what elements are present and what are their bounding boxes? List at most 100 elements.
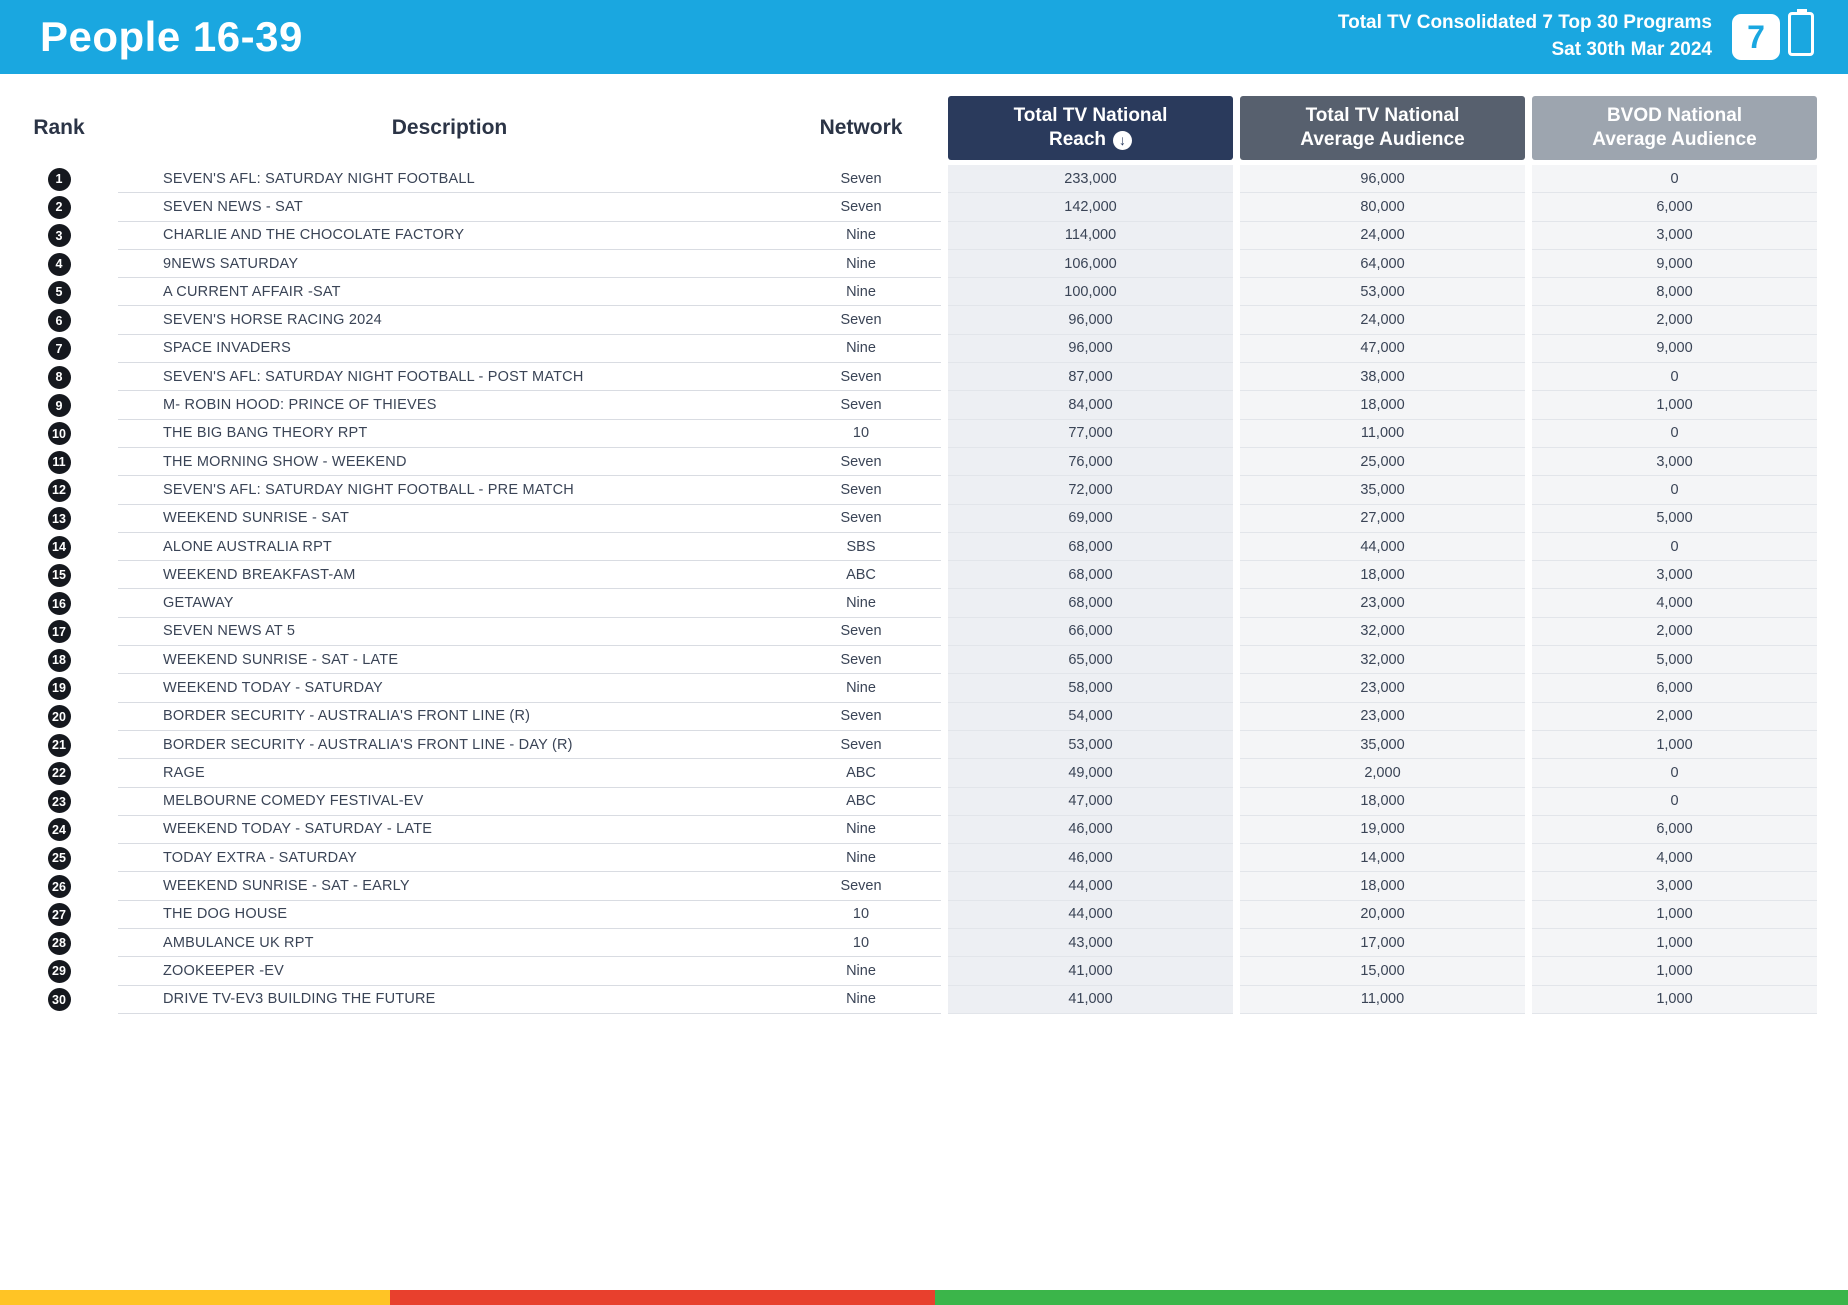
network-column-header: Network bbox=[819, 116, 903, 139]
description-cell: GETAWAY bbox=[118, 589, 781, 618]
avg-audience-cell: 2,000 bbox=[1240, 759, 1525, 788]
reach-column-header[interactable]: Total TV National Reach ↓ bbox=[948, 96, 1233, 160]
reach-cell: 106,000 bbox=[948, 249, 1233, 279]
network-cell: Seven bbox=[781, 872, 941, 901]
avg-audience-cell: 24,000 bbox=[1240, 306, 1525, 335]
network-cell: 10 bbox=[781, 420, 941, 448]
description-cell: THE MORNING SHOW - WEEKEND bbox=[118, 448, 781, 477]
network-cell: Nine bbox=[781, 986, 941, 1014]
reach-cell: 58,000 bbox=[948, 674, 1233, 703]
reach-cell: 68,000 bbox=[948, 561, 1233, 590]
description-cell: SEVEN'S AFL: SATURDAY NIGHT FOOTBALL bbox=[118, 165, 781, 194]
rank-cell: 2 bbox=[0, 193, 118, 221]
description-cell: 9NEWS SATURDAY bbox=[118, 250, 781, 279]
bvod-audience-cell: 6,000 bbox=[1532, 815, 1817, 845]
table-row: 16 GETAWAY Nine 68,000 23,000 4,000 bbox=[0, 589, 1817, 618]
bvod-audience-cell: 4,000 bbox=[1532, 844, 1817, 873]
bvod-audience-cell: 1,000 bbox=[1532, 929, 1817, 958]
rank-cell: 7 bbox=[0, 335, 118, 363]
bvod-audience-cell: 5,000 bbox=[1532, 646, 1817, 675]
network-cell: Seven bbox=[781, 448, 941, 477]
rank-cell: 13 bbox=[0, 505, 118, 533]
avg-header-line2: Average Audience bbox=[1300, 129, 1465, 150]
bvod-audience-cell: 0 bbox=[1532, 165, 1817, 194]
network-cell: 10 bbox=[781, 901, 941, 930]
reach-cell: 44,000 bbox=[948, 872, 1233, 901]
reach-header-line2: Reach bbox=[1048, 129, 1107, 150]
reach-cell: 114,000 bbox=[948, 221, 1233, 250]
table-row: 29 ZOOKEEPER -EV Nine 41,000 15,000 1,00… bbox=[0, 957, 1817, 986]
rank-badge: 1 bbox=[47, 167, 71, 191]
rank-cell: 17 bbox=[0, 618, 118, 646]
reach-cell: 96,000 bbox=[948, 334, 1233, 364]
description-cell: RAGE bbox=[118, 759, 781, 788]
rank-cell: 15 bbox=[0, 561, 118, 589]
avg-audience-cell: 38,000 bbox=[1240, 363, 1525, 392]
rank-badge: 27 bbox=[47, 903, 71, 927]
rank-badge: 11 bbox=[47, 450, 71, 474]
avg-audience-cell: 19,000 bbox=[1240, 815, 1525, 845]
page-title: People 16-39 bbox=[40, 13, 303, 60]
reach-cell: 65,000 bbox=[948, 646, 1233, 675]
sort-descending-icon[interactable]: ↓ bbox=[1113, 130, 1133, 150]
report-subtitle: Total TV Consolidated 7 Top 30 Programs … bbox=[1338, 10, 1712, 63]
rank-cell: 14 bbox=[0, 533, 118, 561]
avg-audience-cell: 23,000 bbox=[1240, 589, 1525, 618]
rank-badge: 5 bbox=[47, 280, 71, 304]
bvod-audience-cell: 6,000 bbox=[1532, 674, 1817, 703]
network-cell: Nine bbox=[781, 957, 941, 986]
description-cell: TODAY EXTRA - SATURDAY bbox=[118, 844, 781, 873]
description-cell: WEEKEND SUNRISE - SAT - LATE bbox=[118, 646, 781, 675]
network-cell: Nine bbox=[781, 589, 941, 618]
rank-cell: 28 bbox=[0, 929, 118, 957]
network-cell: Seven bbox=[781, 193, 941, 222]
avg-audience-cell: 18,000 bbox=[1240, 787, 1525, 816]
rank-cell: 19 bbox=[0, 674, 118, 702]
rank-cell: 9 bbox=[0, 391, 118, 419]
rank-badge: 3 bbox=[47, 224, 71, 248]
rank-badge: 30 bbox=[47, 988, 71, 1012]
table-header-row: Rank Description Network Total TV Nation… bbox=[0, 96, 1848, 160]
network-cell: Nine bbox=[781, 844, 941, 873]
description-cell: DRIVE TV-EV3 BUILDING THE FUTURE bbox=[118, 986, 781, 1014]
avg-audience-cell: 24,000 bbox=[1240, 221, 1525, 250]
avg-audience-cell: 25,000 bbox=[1240, 447, 1525, 477]
table-row: 25 TODAY EXTRA - SATURDAY Nine 46,000 14… bbox=[0, 844, 1817, 873]
reach-cell: 77,000 bbox=[948, 419, 1233, 448]
table-row: 7 SPACE INVADERS Nine 96,000 47,000 9,00… bbox=[0, 334, 1817, 364]
avg-audience-cell: 20,000 bbox=[1240, 900, 1525, 930]
network-cell: ABC bbox=[781, 759, 941, 788]
avg-audience-column-header[interactable]: Total TV National Average Audience bbox=[1240, 96, 1525, 160]
bvod-audience-cell: 1,000 bbox=[1532, 900, 1817, 930]
bvod-audience-cell: 1,000 bbox=[1532, 985, 1817, 1014]
rank-badge: 20 bbox=[47, 705, 71, 729]
avg-audience-cell: 35,000 bbox=[1240, 730, 1525, 760]
reach-cell: 43,000 bbox=[948, 929, 1233, 958]
bvod-audience-cell: 3,000 bbox=[1532, 447, 1817, 477]
reach-cell: 76,000 bbox=[948, 447, 1233, 477]
table-row: 5 A CURRENT AFFAIR -SAT Nine 100,000 53,… bbox=[0, 278, 1817, 307]
network-cell: Seven bbox=[781, 476, 941, 505]
reach-cell: 233,000 bbox=[948, 165, 1233, 194]
table-row: 18 WEEKEND SUNRISE - SAT - LATE Seven 65… bbox=[0, 646, 1817, 675]
bvod-audience-cell: 2,000 bbox=[1532, 702, 1817, 731]
avg-audience-cell: 53,000 bbox=[1240, 278, 1525, 307]
rank-cell: 11 bbox=[0, 448, 118, 476]
description-cell: WEEKEND TODAY - SATURDAY - LATE bbox=[118, 816, 781, 845]
rank-badge: 21 bbox=[47, 733, 71, 757]
network-cell: Nine bbox=[781, 674, 941, 703]
description-cell: SEVEN'S HORSE RACING 2024 bbox=[118, 306, 781, 335]
avg-audience-cell: 27,000 bbox=[1240, 504, 1525, 533]
rank-cell: 1 bbox=[0, 165, 118, 193]
rank-cell: 27 bbox=[0, 901, 118, 929]
rank-cell: 30 bbox=[0, 986, 118, 1014]
rank-cell: 29 bbox=[0, 957, 118, 985]
table-row: 23 MELBOURNE COMEDY FESTIVAL-EV ABC 47,0… bbox=[0, 787, 1817, 816]
avg-audience-cell: 80,000 bbox=[1240, 193, 1525, 222]
avg-audience-cell: 15,000 bbox=[1240, 957, 1525, 986]
bvod-column-header[interactable]: BVOD National Average Audience bbox=[1532, 96, 1817, 160]
footer-segment-gold bbox=[0, 1290, 390, 1305]
rank-badge: 26 bbox=[47, 875, 71, 899]
table-row: 8 SEVEN'S AFL: SATURDAY NIGHT FOOTBALL -… bbox=[0, 363, 1817, 392]
reach-cell: 41,000 bbox=[948, 957, 1233, 986]
